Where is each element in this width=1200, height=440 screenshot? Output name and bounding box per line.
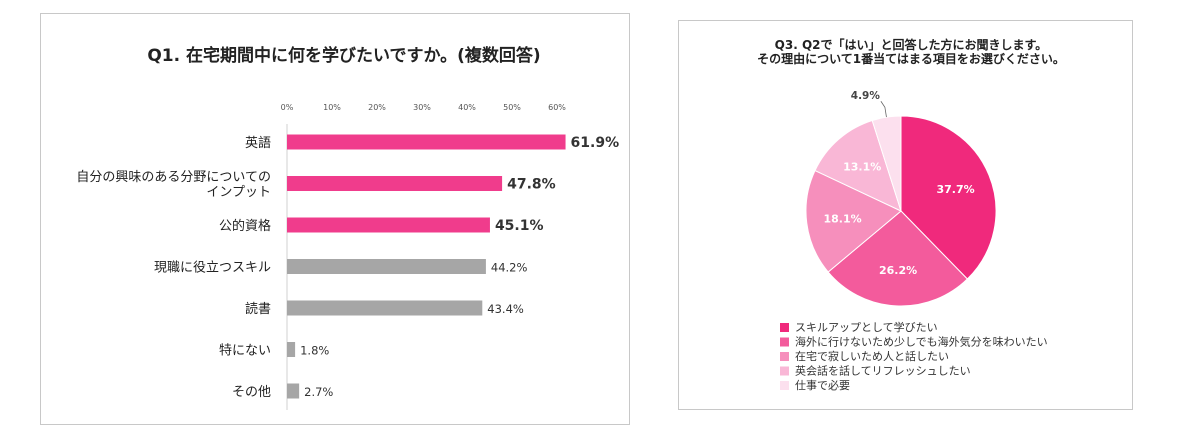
legend-label: 仕事で必要 (795, 379, 850, 392)
bar-value-label: 44.2% (491, 261, 528, 275)
q3-chart-panel: Q3. Q2で「はい」と回答した方にお聞きします。その理由について1番当てはまる… (678, 20, 1133, 410)
legend-swatch (780, 337, 789, 347)
q3-chart-title: Q3. Q2で「はい」と回答した方にお聞きします。その理由について1番当てはまる… (757, 37, 1065, 66)
q3-pie-chart: Q3. Q2で「はい」と回答した方にお聞きします。その理由について1番当てはまる… (757, 37, 1065, 392)
bar-value-label: 61.9% (571, 135, 620, 151)
bar (287, 259, 486, 274)
bar-value-label: 47.8% (507, 177, 556, 193)
pie-slice-label: 4.9% (851, 90, 881, 102)
pie-slice-label: 18.1% (824, 213, 862, 226)
category-label: 特にない (219, 344, 271, 359)
bar-value-label: 2.7% (304, 385, 333, 399)
x-tick-label: 20% (368, 103, 386, 112)
category-label: その他 (232, 385, 271, 400)
bar-value-label: 45.1% (495, 218, 544, 234)
x-tick-label: 50% (503, 103, 521, 112)
legend-label: 英会話を話してリフレッシュしたい (795, 364, 971, 378)
category-label: 自分の興味のある分野についてのインプット (76, 170, 271, 200)
x-tick-label: 40% (458, 103, 476, 112)
q1-bar-chart: Q1. 在宅期間中に何を学びたいですか。(複数回答) 0% 10% 20% 30% 40… (76, 45, 620, 410)
pie-slice-label: 37.7% (936, 183, 974, 196)
legend-swatch (780, 352, 789, 361)
bar (287, 300, 483, 316)
bar (287, 134, 566, 150)
x-tick-label: 10% (323, 103, 341, 112)
bar-value-label: 43.4% (487, 302, 524, 316)
legend-swatch (780, 381, 789, 390)
category-label: 英語 (245, 135, 271, 151)
legend-swatch (780, 323, 789, 332)
category-label: 公的資格 (219, 218, 271, 234)
pie-slice (900, 115, 997, 280)
bar (287, 383, 300, 399)
pie-leader-line (880, 101, 887, 118)
x-tick-label: 0% (281, 103, 294, 112)
pie-slice-label: 26.2% (879, 264, 917, 277)
bar (287, 217, 490, 233)
q1-chart-title: Q1. 在宅期間中に何を学びたいですか。(複数回答) (147, 45, 540, 66)
pie-slice-label: 13.1% (843, 161, 881, 174)
x-tick-label: 30% (413, 103, 431, 112)
bar (287, 342, 296, 357)
legend-label: 在宅で寂しいため人と話したい (795, 349, 949, 363)
pie-slice (827, 210, 969, 307)
category-label: 読書 (245, 301, 271, 317)
pie-slice (805, 169, 902, 273)
category-label: 現職に役立つスキル (154, 261, 271, 276)
legend-swatch (780, 366, 789, 376)
x-tick-label: 60% (548, 103, 566, 112)
legend-label: スキルアップとして学びたい (795, 320, 938, 334)
pie-slice (814, 119, 902, 212)
legend-label: 海外に行けないため少しでも海外気分を味わいたい (795, 335, 1048, 349)
q1-chart-panel: Q1. 在宅期間中に何を学びたいですか。(複数回答) 0% 10% 20% 30% 40… (40, 13, 630, 425)
pie-slice (871, 115, 902, 212)
bar-value-label: 1.8% (300, 344, 329, 358)
bar (287, 176, 503, 191)
